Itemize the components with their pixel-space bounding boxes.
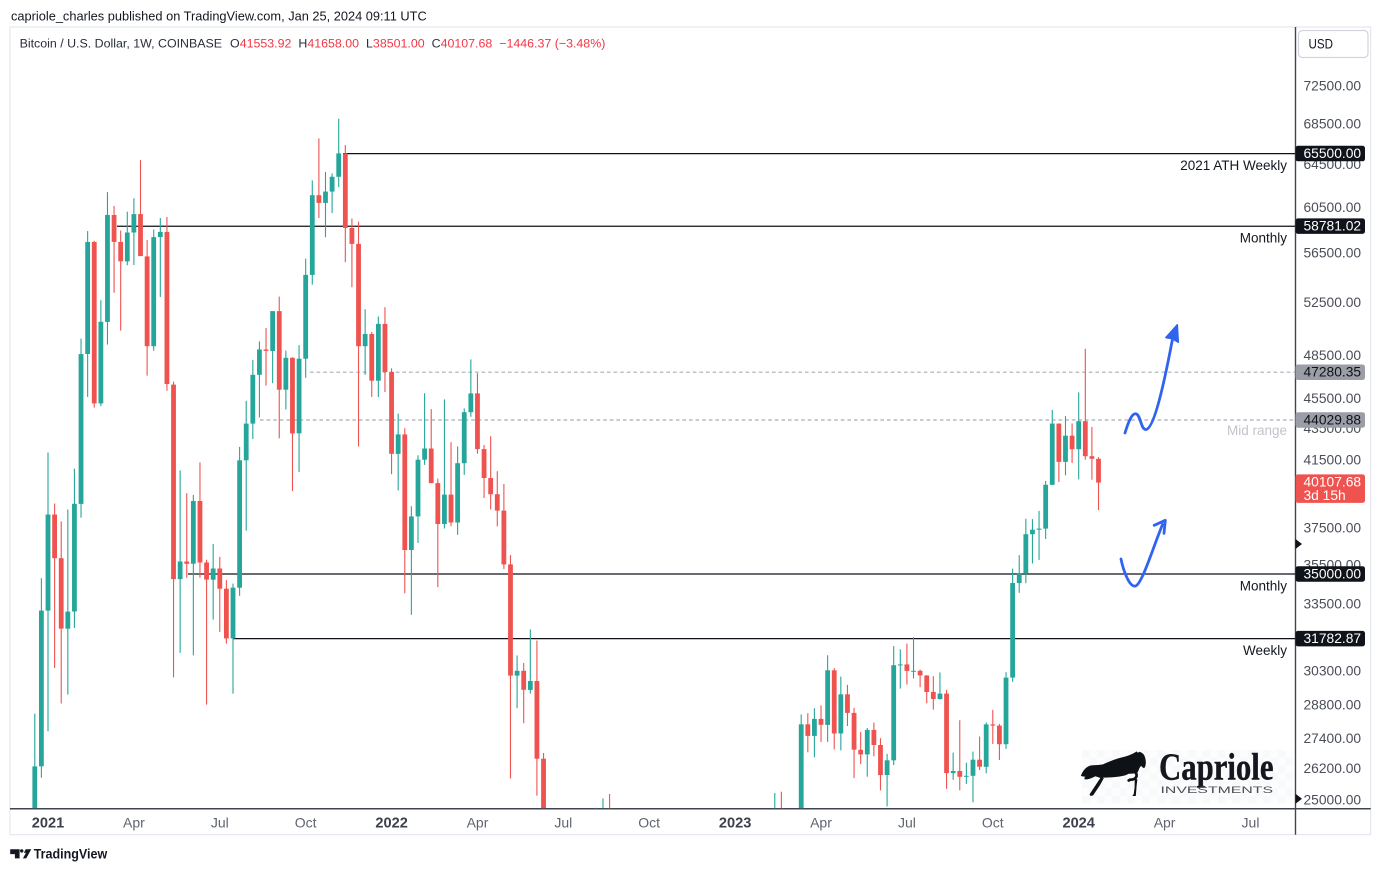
svg-text:26200.00: 26200.00 [1304, 761, 1362, 776]
svg-text:56500.00: 56500.00 [1304, 246, 1362, 261]
svg-text:capriole_charles published on: capriole_charles published on TradingVie… [11, 9, 427, 24]
svg-text:2024: 2024 [1062, 816, 1095, 832]
svg-text:TradingView: TradingView [34, 845, 108, 861]
svg-text:Oct: Oct [982, 815, 1004, 831]
svg-text:47280.35: 47280.35 [1304, 365, 1362, 380]
svg-text:USD: USD [1309, 37, 1334, 52]
svg-text:68500.00: 68500.00 [1304, 117, 1362, 132]
svg-text:31782.87: 31782.87 [1304, 631, 1362, 646]
svg-text:33500.00: 33500.00 [1304, 596, 1362, 611]
svg-text:2022: 2022 [375, 816, 407, 832]
svg-text:Apr: Apr [1154, 815, 1176, 831]
svg-text:Monthly: Monthly [1240, 231, 1288, 246]
svg-text:Weekly: Weekly [1243, 643, 1287, 658]
svg-text:2023: 2023 [719, 816, 751, 832]
svg-text:60500.00: 60500.00 [1304, 200, 1362, 215]
svg-text:INVESTMENTS: INVESTMENTS [1161, 785, 1274, 796]
svg-text:65500.00: 65500.00 [1304, 146, 1362, 161]
svg-text:25000.00: 25000.00 [1304, 793, 1362, 808]
svg-text:Capriole: Capriole [1159, 747, 1274, 789]
svg-text:Bitcoin / U.S. Dollar, 1W, COI: Bitcoin / U.S. Dollar, 1W, COINBASE O4155… [20, 36, 606, 50]
svg-text:Monthly: Monthly [1240, 579, 1288, 594]
svg-text:2021: 2021 [32, 816, 64, 832]
svg-text:Jul: Jul [1242, 815, 1260, 831]
svg-text:41500.00: 41500.00 [1304, 453, 1362, 468]
svg-text:40107.68: 40107.68 [1304, 475, 1362, 490]
svg-text:Apr: Apr [810, 815, 832, 831]
svg-text:2021 ATH Weekly: 2021 ATH Weekly [1180, 158, 1287, 173]
svg-text:Jul: Jul [898, 815, 916, 831]
svg-text:27400.00: 27400.00 [1304, 731, 1362, 746]
svg-text:44029.88: 44029.88 [1304, 412, 1362, 427]
svg-text:Jul: Jul [554, 815, 572, 831]
svg-text:58781.02: 58781.02 [1304, 219, 1362, 234]
svg-text:35000.00: 35000.00 [1304, 566, 1362, 581]
svg-text:45500.00: 45500.00 [1304, 391, 1362, 406]
svg-text:3d 15h: 3d 15h [1304, 488, 1346, 503]
svg-text:Jul: Jul [211, 815, 229, 831]
svg-text:48500.00: 48500.00 [1304, 348, 1362, 363]
svg-text:Mid range: Mid range [1227, 423, 1287, 438]
svg-text:30300.00: 30300.00 [1304, 664, 1362, 679]
svg-text:72500.00: 72500.00 [1304, 78, 1362, 93]
svg-text:52500.00: 52500.00 [1304, 295, 1362, 310]
svg-text:37500.00: 37500.00 [1304, 521, 1362, 536]
svg-text:Apr: Apr [467, 815, 489, 831]
svg-text:Apr: Apr [123, 815, 145, 831]
svg-text:28800.00: 28800.00 [1304, 698, 1362, 713]
svg-text:Oct: Oct [295, 815, 317, 831]
svg-text:Oct: Oct [638, 815, 660, 831]
